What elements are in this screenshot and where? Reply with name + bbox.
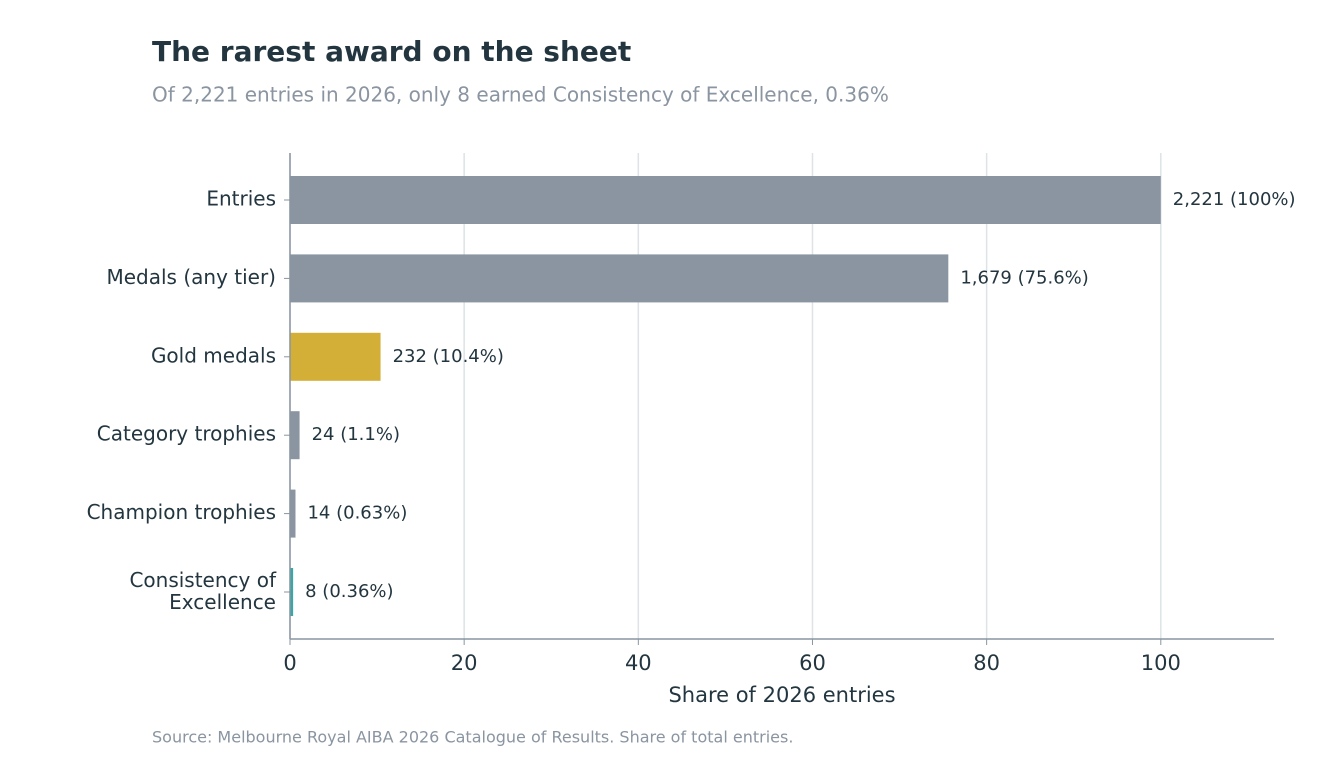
y-tick-label: Medals (any tier) — [106, 265, 276, 289]
value-label: 232 (10.4%) — [393, 346, 504, 367]
value-label: 24 (1.1%) — [312, 424, 400, 445]
x-tick-label: 80 — [973, 651, 1000, 675]
x-tick-label: 0 — [283, 651, 296, 675]
x-tick-label: 100 — [1141, 651, 1181, 675]
bar — [290, 568, 294, 616]
x-tick-label: 40 — [625, 651, 652, 675]
y-tick-label: Entries — [206, 187, 276, 211]
source-note: Source: Melbourne Royal AIBA 2026 Catalo… — [152, 728, 793, 747]
x-axis-label: Share of 2026 entries — [668, 683, 895, 707]
value-label: 8 (0.36%) — [305, 581, 393, 602]
y-tick-label: Category trophies — [97, 422, 276, 446]
bar — [290, 176, 1161, 224]
bar — [290, 411, 300, 460]
x-tick-label: 60 — [799, 651, 826, 675]
value-label: 2,221 (100%) — [1173, 189, 1296, 210]
chart-title: The rarest award on the sheet — [152, 35, 631, 68]
y-tick-label: Consistency of Excellence — [129, 568, 277, 614]
bar — [290, 489, 296, 538]
value-label: 1,679 (75.6%) — [960, 267, 1088, 288]
y-tick-label: Champion trophies — [87, 500, 276, 524]
bar — [290, 332, 381, 381]
value-label: 14 (0.63%) — [307, 503, 407, 524]
chart-subtitle: Of 2,221 entries in 2026, only 8 earned … — [152, 83, 889, 107]
bar — [290, 254, 949, 303]
x-tick-label: 20 — [451, 651, 478, 675]
y-tick-label: Gold medals — [151, 343, 276, 367]
